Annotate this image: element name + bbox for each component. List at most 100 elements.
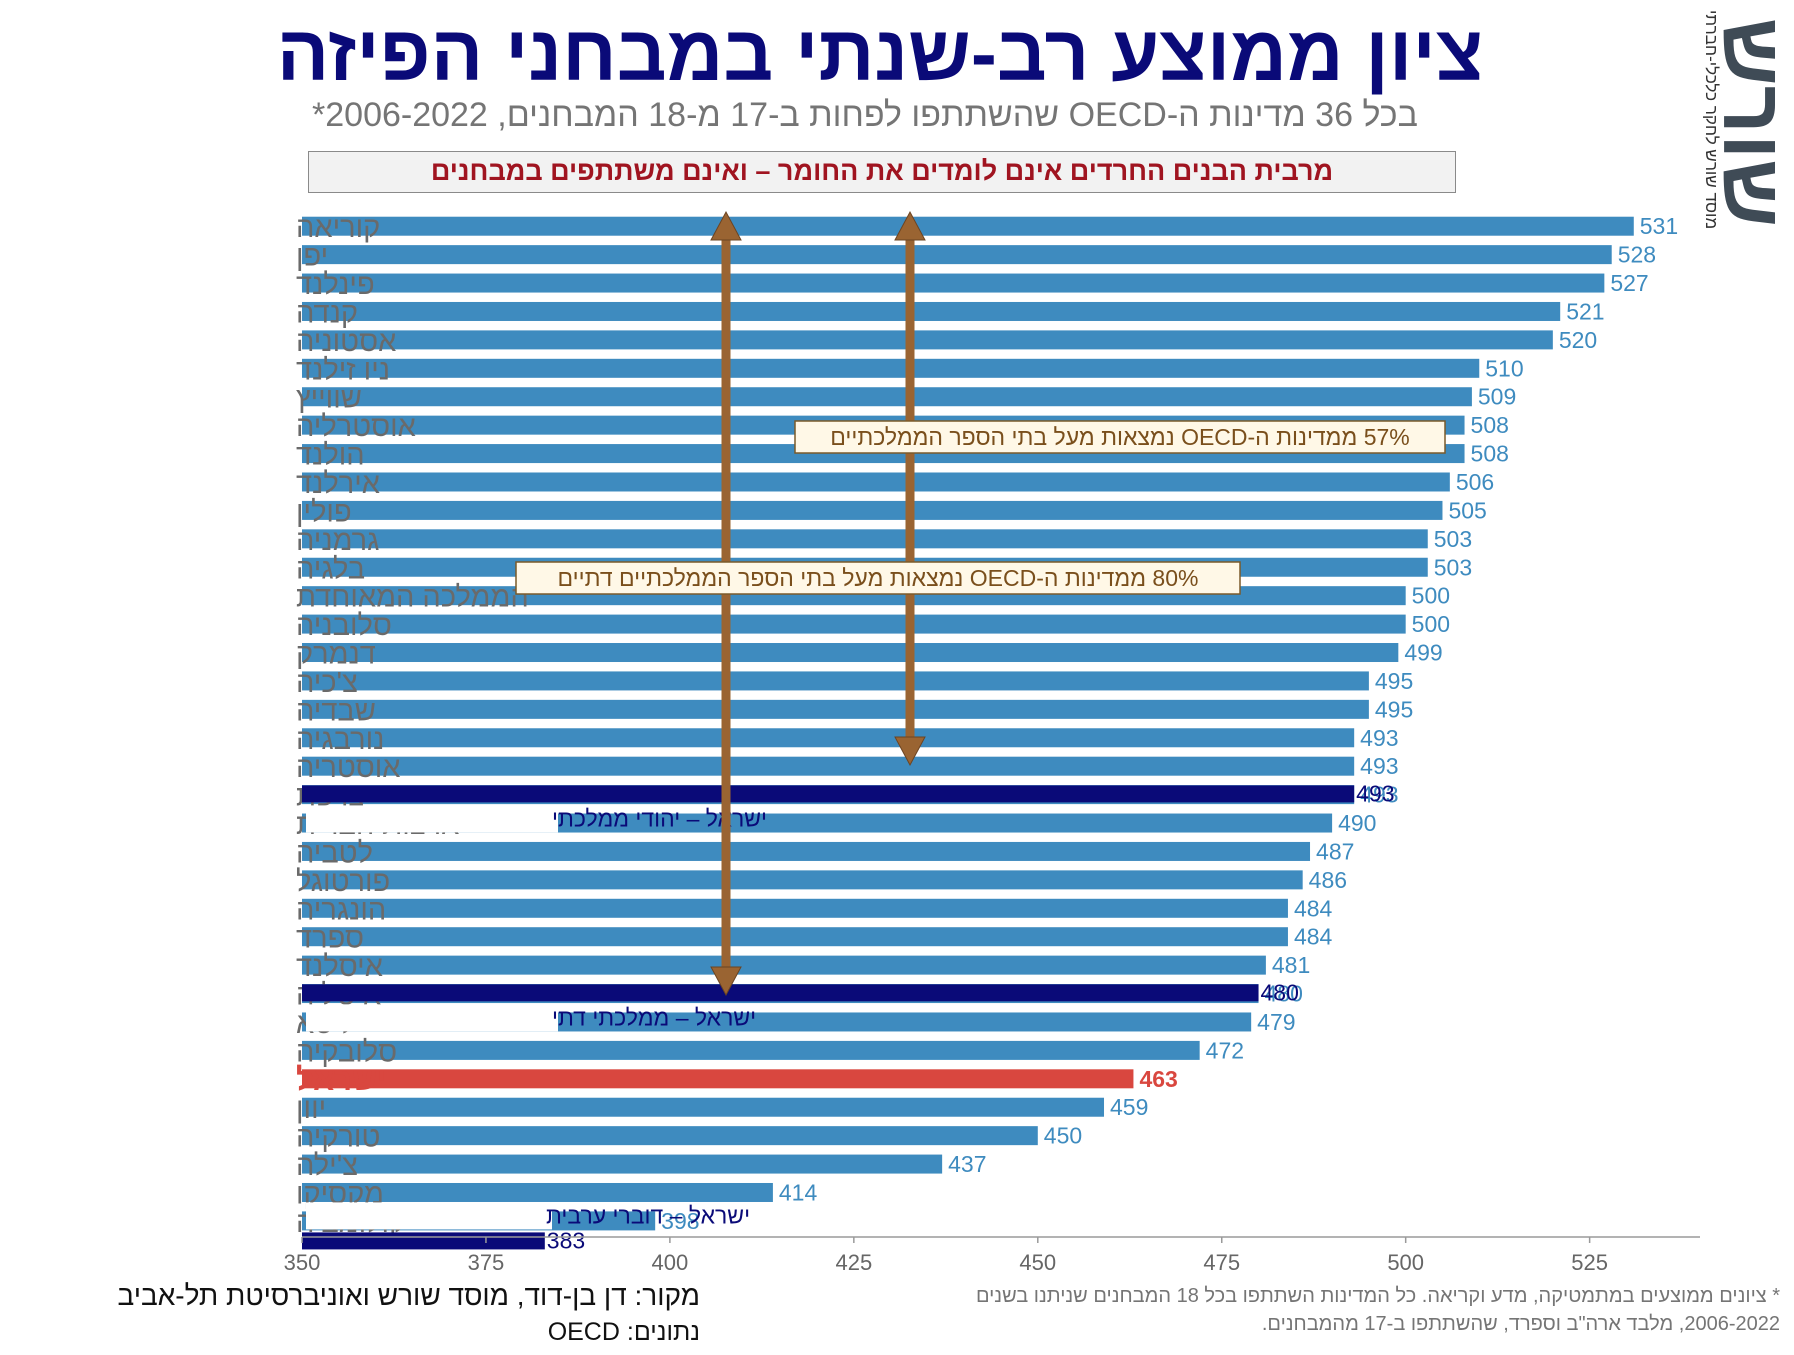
x-tick-label: 450 (1019, 1250, 1056, 1275)
category-label: סלובניה (296, 610, 392, 642)
bar-10 (302, 472, 1450, 492)
bar-22 (302, 813, 1333, 833)
bar-2 (302, 245, 1612, 265)
x-tick-label: 425 (835, 1250, 872, 1275)
category-label: ספרד (296, 923, 364, 955)
bar-18 (302, 699, 1369, 719)
category-label: טורקיה (296, 1122, 380, 1154)
category-label: ניו זילנד (296, 354, 390, 386)
value-label: 495 (1375, 668, 1413, 694)
bar-25 (302, 898, 1288, 918)
value-label: 508 (1471, 441, 1509, 467)
bar-1 (302, 216, 1634, 236)
bar-31 (302, 1069, 1134, 1089)
value-label: 487 (1316, 838, 1354, 864)
x-tick-label: 525 (1571, 1250, 1608, 1275)
bar-27 (302, 955, 1266, 975)
category-label: קוריאה (296, 212, 380, 244)
bar-12 (302, 529, 1428, 549)
israel-group-bar (302, 785, 1355, 803)
value-label: 437 (948, 1151, 986, 1177)
annotations-layer: 57% ממדינות ה-OECD נמצאות מעל בתי הספר ה… (515, 210, 1446, 997)
category-label: בלגיה (296, 553, 365, 585)
value-label: 510 (1485, 355, 1523, 381)
value-label: 531 (1640, 213, 1678, 239)
value-label: 509 (1478, 384, 1516, 410)
value-label: 486 (1309, 867, 1347, 893)
value-label: 459 (1110, 1094, 1148, 1120)
value-label: 503 (1434, 554, 1472, 580)
category-label: הממלכה המאוחדת (296, 582, 529, 614)
value-label: 500 (1412, 611, 1450, 637)
category-label: פולין (296, 496, 352, 528)
bar-6 (302, 358, 1480, 378)
category-label: אוסטריה (296, 752, 401, 784)
bar-32 (302, 1097, 1105, 1117)
value-label: 506 (1456, 469, 1494, 495)
value-label: 521 (1566, 298, 1604, 324)
category-label: יוון (296, 1093, 326, 1125)
category-label: נורבגיה (296, 724, 384, 756)
israel-group-value: 383 (547, 1227, 585, 1253)
value-label: 493 (1360, 782, 1398, 808)
source-block: מקור: דן בן-דוד, מוסד שורש ואוניברסיטת ת… (10, 1280, 701, 1347)
bar-23 (302, 841, 1311, 861)
x-tick-label: 350 (284, 1250, 321, 1275)
annotation-text: 57% ממדינות ה-OECD נמצאות מעל בתי הספר ה… (830, 424, 1409, 450)
israel-group-label: ישראל – ממלכתי דתי (552, 1004, 756, 1030)
value-label: 503 (1434, 526, 1472, 552)
bar-3 (302, 273, 1605, 293)
bar-11 (302, 500, 1443, 520)
bar-34 (302, 1154, 943, 1174)
israel-group-value: 480 (1261, 979, 1299, 1005)
israel-group-value: 493 (1356, 780, 1394, 806)
bar-30 (302, 1040, 1200, 1060)
source-text: מקור: דן בן-דוד, מוסד שורש ואוניברסיטת ת… (117, 1280, 701, 1311)
category-label: הולנד (296, 440, 365, 472)
category-label: יפן (296, 241, 328, 273)
category-label: לטביה (296, 837, 373, 869)
value-label: 490 (1338, 810, 1376, 836)
x-tick-label: 375 (468, 1250, 505, 1275)
x-tick-label: 475 (1203, 1250, 1240, 1275)
category-label: שווייץ (296, 383, 362, 415)
chart-title: ציון ממוצע רב-שנתי במבחני הפיזה (276, 9, 1484, 97)
category-label: פינלנד (296, 269, 375, 301)
value-label: 398 (661, 1208, 699, 1234)
israel-group-label-bg (306, 1202, 552, 1230)
annotation-57pct: 57% ממדינות ה-OECD נמצאות מעל בתי הספר ה… (794, 420, 1446, 454)
value-label: 484 (1294, 895, 1333, 921)
bar-15 (302, 614, 1406, 634)
headline-banner: מרבית הבנים החרדים אינם לומדים את החומר … (308, 151, 1456, 193)
x-axis: 350 375 400 425 450 475 500 525 (284, 1236, 1700, 1275)
value-label: 472 (1206, 1037, 1244, 1063)
x-tick-label: 400 (652, 1250, 689, 1275)
arrow-80pct (710, 210, 742, 997)
category-label: גרמניה (296, 525, 379, 557)
bars-layer: 531 קוריאה 528 יפן 527 פינלנד 521 קנדה 520 אסטוני… (296, 212, 1678, 1253)
logo-tagline: מוסד שורש לחקר כלכלי-חברתי (1702, 10, 1721, 229)
bar-7 (302, 387, 1472, 407)
israel-group-bar (302, 1232, 545, 1250)
category-label: פורטוגל (296, 866, 390, 898)
value-label: 499 (1404, 640, 1442, 666)
value-label: 500 (1412, 583, 1450, 609)
category-label: הונגריה (296, 894, 386, 926)
category-label: אסטוניה (296, 326, 396, 358)
value-label: 495 (1375, 696, 1413, 722)
bar-17 (302, 671, 1369, 691)
value-label: 493 (1360, 725, 1398, 751)
value-label: 450 (1044, 1123, 1082, 1149)
bar-chart: 531 קוריאה 528 יפן 527 פינלנד 521 קנדה 520 אסטוני… (284, 210, 1700, 1275)
israel-group-label-bg (306, 805, 558, 833)
value-label: 520 (1559, 327, 1597, 353)
israel-group-label: ישראל – דוברי ערבית (546, 1202, 750, 1228)
footnote: * ציונים ממוצעים במתמטיקה, מדע וקריאה. כ… (975, 1285, 1780, 1335)
category-label: סלובקיה (296, 1036, 397, 1068)
category-label: אוסטרליה (296, 411, 416, 443)
category-label: ישראל (296, 1062, 386, 1097)
category-label: דנמרק (296, 639, 376, 671)
chart-subtitle: בכל 36 מדינות ה-OECD שהשתתפו לפחות ב-17 … (312, 96, 1418, 134)
category-label: אירלנד (296, 468, 380, 500)
value-label: 479 (1257, 1009, 1295, 1035)
